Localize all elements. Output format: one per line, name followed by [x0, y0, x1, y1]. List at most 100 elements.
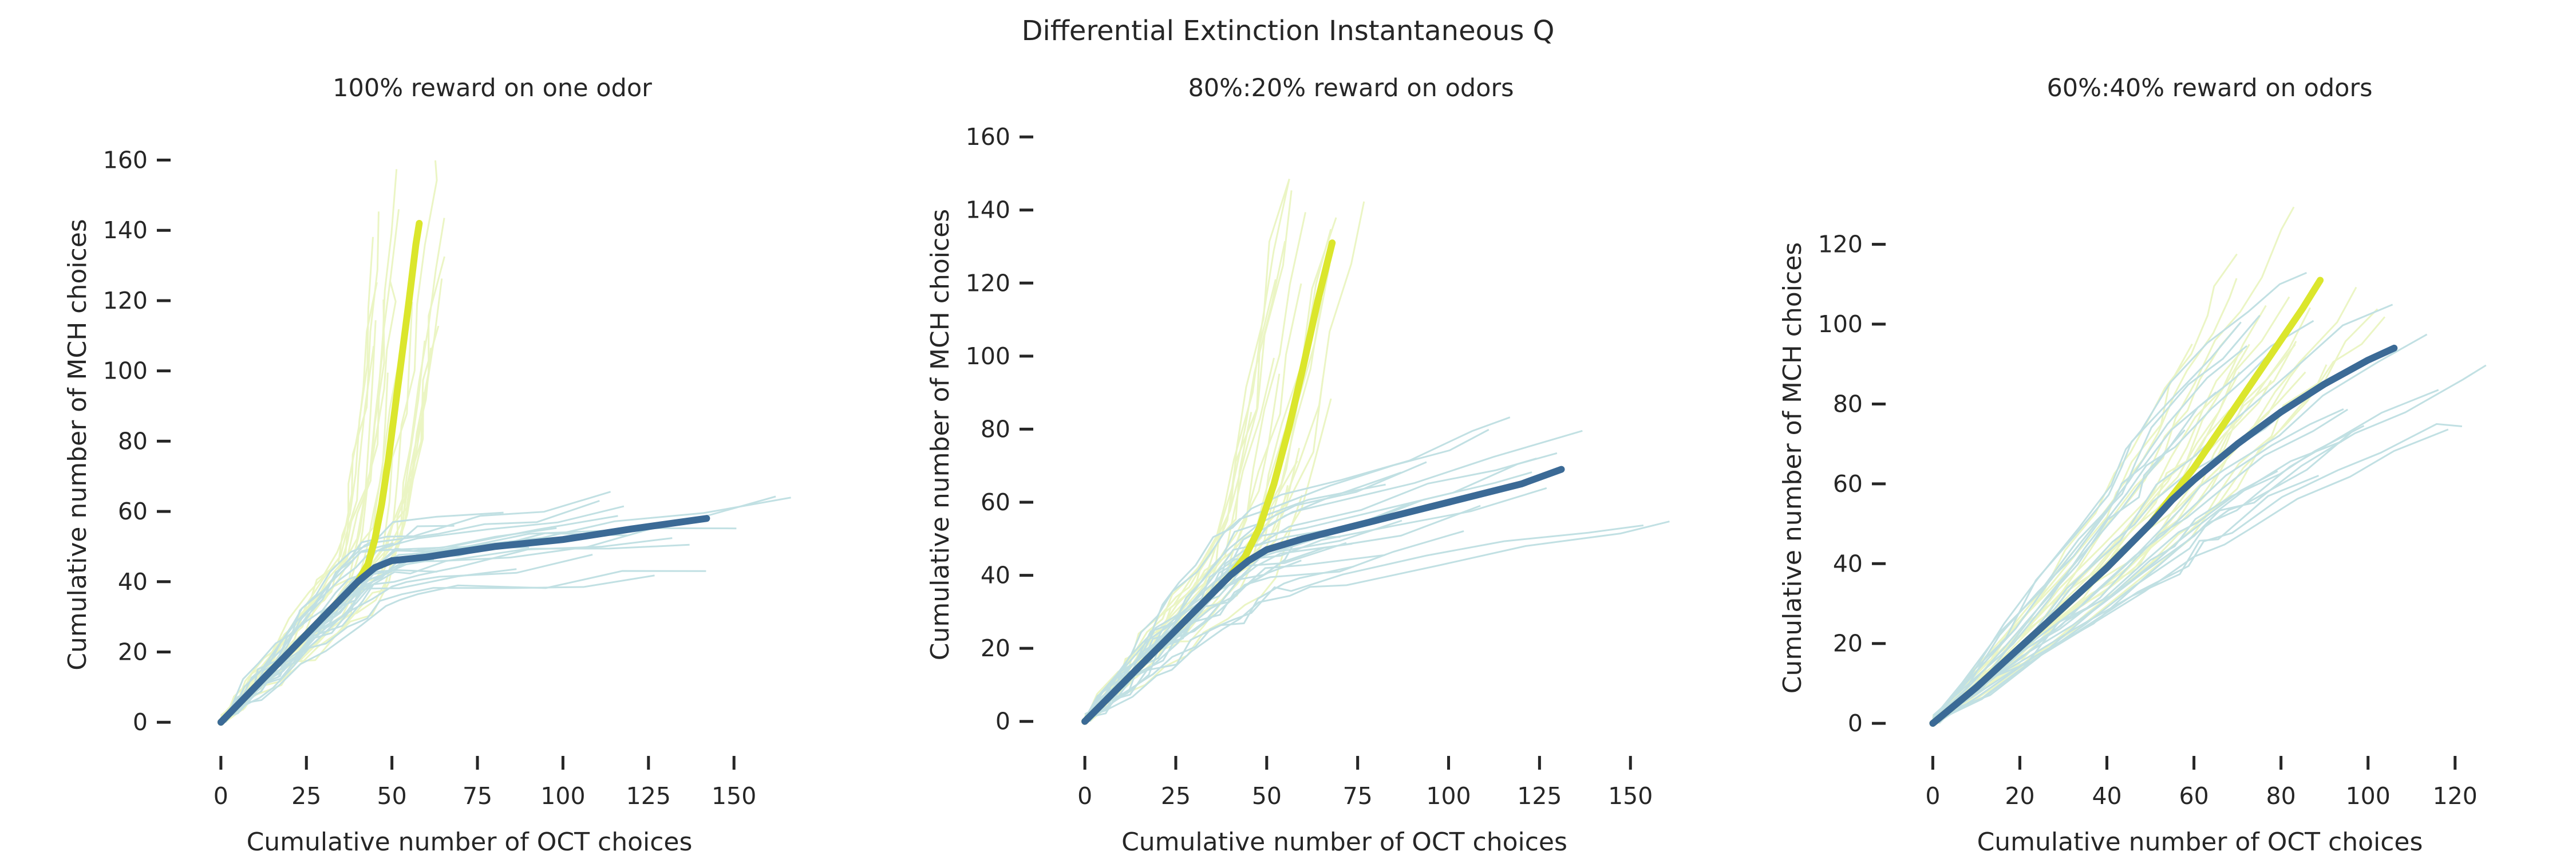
y-axis-label: Cumulative number of MCH choices [926, 209, 955, 660]
individual-trace [1084, 279, 1277, 717]
individual-trace [1932, 296, 2290, 717]
x-tick-label: 125 [1517, 782, 1562, 810]
x-tick-label: 80 [2266, 782, 2296, 810]
individual-trace [1087, 505, 1481, 719]
individual-trace [1085, 503, 1410, 718]
individual-trace [1933, 271, 2307, 718]
individual-trace [220, 495, 776, 723]
y-tick-label: 80 [118, 427, 148, 455]
y-tick-label: 40 [118, 568, 148, 596]
x-tick-label: 125 [626, 782, 671, 810]
figure-title: Differential Extinction Instantaneous Q [1022, 15, 1555, 47]
chart-panel-1: 100% reward on one odor 0 25 50 75 100 125 150 0… [63, 74, 791, 857]
individual-trace [1932, 253, 2238, 719]
individual-trace [1088, 565, 1354, 722]
individual-trace [1932, 389, 2439, 723]
individual-trace [220, 282, 378, 716]
individual-trace [220, 491, 611, 723]
y-tick-label: 20 [1833, 630, 1863, 657]
individual-trace [220, 537, 673, 720]
y-tick-label: 80 [981, 415, 1010, 443]
y-tick-label: 100 [1818, 310, 1863, 338]
individual-trace [1937, 344, 2250, 724]
individual-trace [1934, 472, 2219, 718]
individual-trace [220, 169, 398, 719]
y-tick-label: 60 [981, 488, 1010, 516]
x-tick-label: 60 [2179, 782, 2209, 810]
individual-trace [1084, 524, 1644, 722]
individual-trace [1932, 408, 2344, 724]
x-tick-label: 40 [2092, 782, 2121, 810]
y-tick-label: 40 [981, 562, 1010, 589]
individual-trace [1086, 190, 1293, 717]
individual-trace [1932, 425, 2365, 724]
mean-line-dark [1929, 344, 2398, 727]
individual-trace [220, 348, 432, 718]
chart-panel-3: 60%:40% reward on odors 0 20 40 60 80 100 120 0 2… [1778, 74, 2487, 857]
individual-trace [1932, 321, 2242, 719]
x-tick-label: 120 [2433, 782, 2478, 810]
individual-trace [1932, 428, 2449, 722]
individual-trace [220, 392, 424, 723]
individual-trace [1932, 391, 2217, 722]
x-tick-label: 25 [1161, 782, 1191, 810]
y-tick-label: 20 [118, 638, 148, 665]
y-tick-label: 140 [103, 216, 148, 244]
individual-trace [1932, 356, 2306, 724]
individual-trace [1084, 461, 1427, 720]
individual-trace [221, 570, 706, 723]
individual-trace [1932, 345, 2248, 721]
individual-trace [223, 345, 375, 723]
individual-trace [1932, 429, 2186, 724]
y-tick-label: 120 [966, 269, 1010, 297]
x-tick-label: 20 [2005, 782, 2034, 810]
individual-trace [222, 211, 380, 723]
individual-trace [1932, 320, 2314, 724]
x-tick-label: 100 [540, 782, 585, 810]
individual-trace [224, 500, 600, 723]
panel-title: 100% reward on one odor [333, 74, 652, 103]
individual-trace [1085, 471, 1532, 721]
y-tick-label: 60 [1833, 470, 1863, 498]
individual-trace [1084, 241, 1286, 722]
x-tick-label: 0 [1925, 782, 1940, 810]
x-tick-label: 150 [1608, 782, 1653, 810]
individual-trace [220, 574, 655, 723]
individual-trace [1932, 364, 2487, 718]
mean-line-dark [217, 515, 710, 726]
individual-trace [1084, 416, 1511, 718]
individual-trace [1933, 349, 2243, 724]
x-tick-label: 75 [1343, 782, 1373, 810]
individual-trace [1938, 343, 2193, 724]
individual-trace [1937, 380, 2272, 724]
individual-trace [1935, 423, 2463, 724]
individual-trace [1084, 430, 1583, 722]
x-tick-label: 100 [2346, 782, 2391, 810]
individual-trace [1084, 494, 1303, 722]
y-tick-label: 100 [966, 342, 1010, 370]
x-tick-label: 0 [214, 782, 228, 810]
individual-trace [1934, 305, 2267, 720]
individual-trace [1932, 278, 2238, 724]
y-tick-label: 140 [966, 196, 1010, 224]
x-tick-label: 150 [712, 782, 756, 810]
individual-traces [1932, 206, 2487, 724]
x-tick-label: 50 [1252, 782, 1282, 810]
x-tick-label: 25 [291, 782, 321, 810]
individual-trace [220, 320, 377, 723]
y-tick-label: 20 [981, 635, 1010, 662]
individual-trace [1932, 371, 2241, 720]
y-axis-label: Cumulative number of MCH choices [1778, 242, 1807, 693]
individual-trace [223, 325, 440, 719]
y-tick-label: 120 [103, 287, 148, 314]
individual-trace [1932, 286, 2357, 724]
individual-trace [1932, 314, 2261, 724]
individual-trace [1933, 340, 2283, 716]
individual-trace [224, 299, 385, 723]
panel-title: 60%:40% reward on odors [2046, 74, 2372, 103]
individual-trace [1084, 398, 1332, 722]
x-tick-label: 50 [377, 782, 407, 810]
x-axis-label: Cumulative number of OCT choices [247, 828, 693, 857]
y-tick-label: 0 [995, 708, 1010, 735]
